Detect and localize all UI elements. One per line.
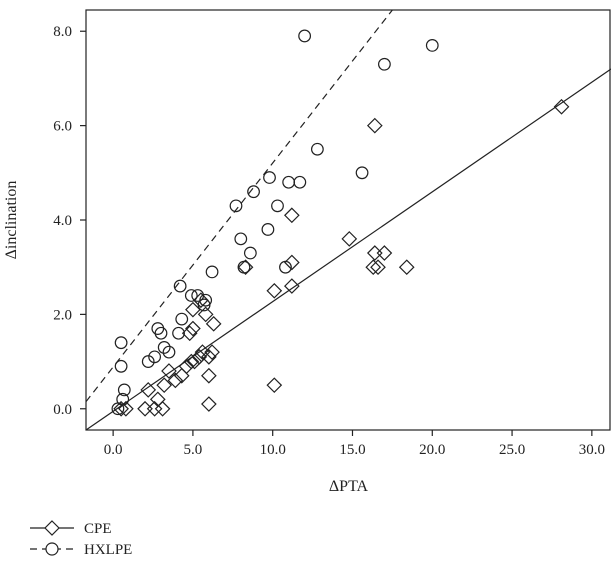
hxlpe-point [261,223,275,236]
hxlpe-point [191,289,205,302]
hxlpe-point [234,232,248,246]
cpe-point [149,391,166,408]
cpe-point [205,315,222,332]
cpe-fit-line [85,68,611,431]
hxlpe-point [173,279,187,293]
y-tick-label: 8.0 [53,24,72,40]
y-tick-label: 2.0 [53,307,72,323]
hxlpe-point [172,326,185,340]
cpe-point [178,358,195,375]
x-axis-title: ΔPTA [329,478,369,495]
legend-cpe-diamond-icon [44,520,60,536]
cpe-point [266,282,283,299]
hxlpe-point [205,265,219,279]
hxlpe-point [229,199,243,213]
cpe-point [284,278,300,294]
hxlpe-point [117,383,131,397]
legend-hxlpe-circle-icon [45,542,59,556]
cpe-point [140,382,157,398]
hxlpe-point [271,199,284,213]
cpe-point [161,363,177,379]
cpe-point [201,367,217,384]
hxlpe-point [279,260,292,274]
cpe-point [185,301,201,318]
x-tick-label: 25.0 [499,442,525,458]
hxlpe-point [247,185,260,199]
hxlpe-point [282,175,296,189]
cpe-point [284,254,300,271]
cpe-point [266,377,283,394]
cpe-points [113,98,570,417]
cpe-point [201,396,217,412]
hxlpe-point [114,336,128,350]
hxlpe-fit-line [85,9,393,403]
cpe-point [154,400,171,417]
hxlpe-point [310,142,324,156]
hxlpe-point [157,341,171,354]
cpe-point [341,231,358,247]
x-tick-label: 0.0 [104,442,123,458]
hxlpe-point [116,392,130,406]
hxlpe-point [378,57,391,71]
cpe-point [204,344,220,360]
cpe-point [366,117,383,134]
cpe-point [146,400,163,417]
y-tick-label: 0.0 [53,402,72,418]
hxlpe-point [197,298,211,312]
x-tick-label: 5.0 [184,442,203,458]
cpe-point [183,353,200,370]
cpe-point [366,245,383,261]
hxlpe-point [293,175,307,189]
legend-item-hxlpe: HXLPE [30,542,132,558]
hxlpe-point [263,171,276,184]
hxlpe-points [111,29,439,416]
cpe-point [118,400,134,417]
x-tick-label: 30.0 [579,442,605,458]
x-tick-label: 15.0 [339,442,365,458]
cpe-point [237,259,254,276]
x-axis: 0.0 5.0 10.0 15.0 20.0 25.0 30.0 [104,430,605,458]
y-tick-label: 4.0 [53,213,72,229]
cpe-point [365,259,382,276]
y-axis: 0.0 2.0 4.0 6.0 8.0 [53,24,86,418]
plot-frame [85,9,611,431]
hxlpe-point [298,29,312,43]
fit-lines [85,9,611,431]
cpe-point [156,377,173,394]
hxlpe-point [141,355,155,368]
cpe-point [186,353,203,370]
cpe-point [197,306,214,323]
cpe-point [185,320,201,337]
y-tick-label: 6.0 [53,119,72,135]
cpe-point [370,259,386,276]
hxlpe-point [148,350,162,364]
hxlpe-point [162,345,176,359]
x-tick-label: 10.0 [260,442,286,458]
legend-hxlpe-label: HXLPE [84,542,132,558]
hxlpe-point [237,260,251,274]
cpe-point [398,259,415,276]
legend-item-cpe: CPE [30,520,112,537]
cpe-point [113,400,129,417]
hxlpe-point [243,246,257,260]
hxlpe-point [175,312,189,326]
hxlpe-point [355,166,369,180]
cpe-point [167,372,184,389]
cpe-point [181,325,198,342]
x-tick-label: 20.0 [419,442,445,458]
cpe-point [553,98,570,115]
hxlpe-point [184,289,198,302]
legend: CPE HXLPE [30,520,132,558]
hxlpe-point [114,359,128,373]
cpe-point [284,207,300,224]
cpe-point [201,349,217,365]
hxlpe-point [425,38,439,52]
y-axis-title: Δinclination [3,181,20,260]
legend-cpe-label: CPE [84,521,112,537]
cpe-point [376,245,393,261]
cpe-point [137,400,153,417]
hxlpe-point [154,326,168,340]
